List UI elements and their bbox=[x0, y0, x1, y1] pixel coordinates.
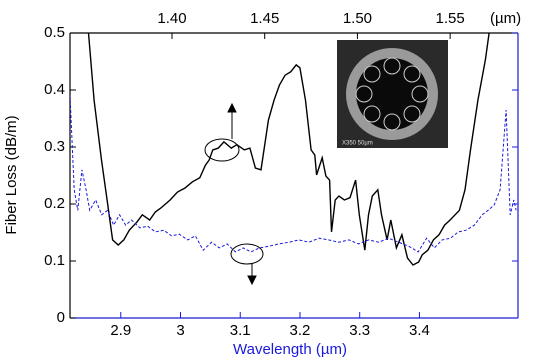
x2-tick-label: 1.45 bbox=[250, 10, 279, 27]
y-tick-label: 0.1 bbox=[44, 252, 65, 269]
x-tick-label: 2.9 bbox=[110, 322, 131, 339]
x-tick-label: 3.4 bbox=[409, 322, 430, 339]
x-tick-label: 3 bbox=[176, 322, 184, 339]
y-axis-label: Fiber Loss (dB/m) bbox=[3, 115, 20, 234]
x2-tick-label: 1.55 bbox=[436, 10, 465, 27]
plot-area bbox=[70, 33, 518, 318]
inset: X350 50µm bbox=[337, 40, 448, 148]
y-tick-label: 0 bbox=[57, 309, 65, 326]
x2-tick-label: 1.50 bbox=[343, 10, 372, 27]
x2-axis-label: (µm) bbox=[490, 10, 521, 27]
x-tick-label: 3.3 bbox=[349, 322, 370, 339]
y-tick-label: 0.2 bbox=[44, 195, 65, 212]
x-axis-label: Wavelength (µm) bbox=[233, 341, 347, 358]
series-line bbox=[70, 95, 516, 252]
annotations bbox=[205, 104, 263, 284]
y-tick-label: 0.3 bbox=[44, 138, 65, 155]
y-tick-label: 0.4 bbox=[44, 81, 65, 98]
x-tick-label: 3.2 bbox=[290, 322, 311, 339]
chart: Fiber Loss (dB/m) Wavelength (µm) (µm) X… bbox=[0, 0, 535, 360]
inset-label: X350 50µm bbox=[342, 141, 373, 147]
y-tick-label: 0.5 bbox=[44, 24, 65, 41]
x-tick-label: 3.1 bbox=[230, 322, 251, 339]
x2-tick-label: 1.40 bbox=[157, 10, 186, 27]
